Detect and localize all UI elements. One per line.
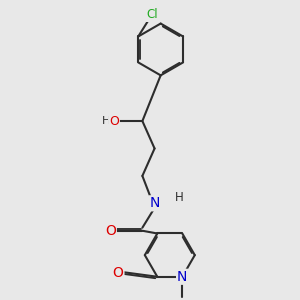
Text: O: O: [105, 224, 116, 238]
Text: H: H: [102, 116, 110, 126]
Text: O: O: [109, 115, 119, 128]
Text: Cl: Cl: [146, 8, 158, 21]
Text: O: O: [112, 266, 123, 280]
Text: H: H: [175, 191, 183, 204]
Text: N: N: [177, 270, 188, 284]
Text: N: N: [149, 196, 160, 210]
